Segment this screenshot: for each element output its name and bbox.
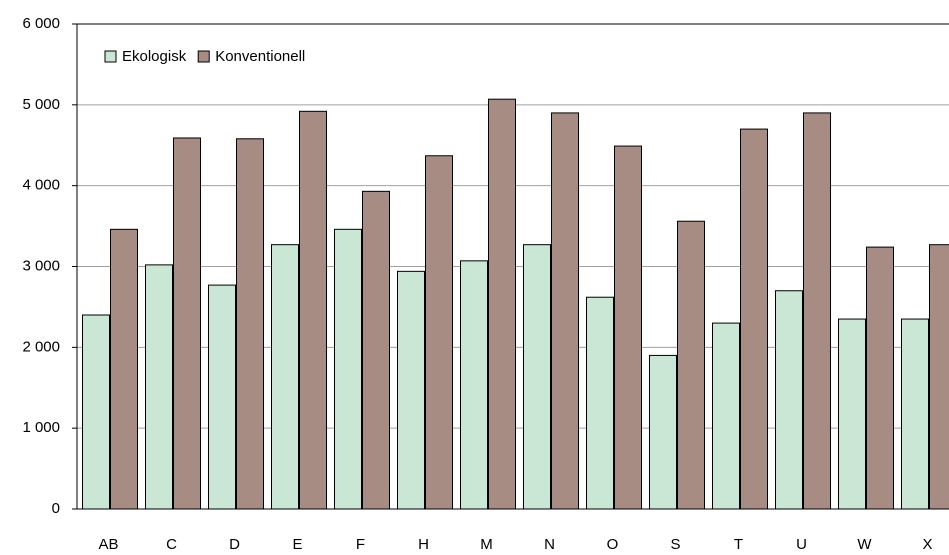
bar (173, 137, 201, 510)
y-tick-label: 3 000 (22, 257, 60, 274)
bar (236, 138, 264, 510)
x-tick-label: S (670, 536, 680, 553)
bar (208, 284, 236, 510)
bar (82, 314, 110, 510)
bar (425, 155, 453, 510)
bar (866, 246, 894, 510)
bar (110, 228, 138, 510)
x-tick-label: O (607, 536, 619, 553)
bar (649, 354, 677, 510)
bar (299, 110, 327, 510)
bar (362, 190, 390, 510)
bar (271, 244, 299, 510)
bar (460, 260, 488, 510)
bar (586, 296, 614, 510)
y-tick-label: 5 000 (22, 96, 60, 113)
bar (334, 228, 362, 510)
x-tick-label: M (480, 536, 493, 553)
legend-label: Konventionell (215, 48, 305, 65)
x-tick-label: E (292, 536, 302, 553)
x-tick-label: C (166, 536, 177, 553)
bar (901, 318, 929, 510)
legend-swatch (197, 50, 210, 63)
bar (712, 322, 740, 510)
y-tick-label: 1 000 (22, 419, 60, 436)
x-tick-label: U (796, 536, 807, 553)
bar (838, 318, 866, 510)
y-tick-label: 6 000 (22, 15, 60, 32)
y-tick-label: 0 (52, 500, 60, 517)
bar (803, 112, 831, 510)
bar (614, 145, 642, 510)
y-tick-label: 2 000 (22, 338, 60, 355)
x-tick-label: H (418, 536, 429, 553)
legend-label: Ekologisk (122, 48, 187, 65)
bar (929, 244, 949, 510)
bar (523, 244, 551, 510)
bar (740, 128, 768, 510)
x-tick-label: X (922, 536, 932, 553)
legend-swatch (104, 50, 117, 63)
bar (145, 264, 173, 510)
bar (488, 98, 516, 510)
x-tick-label: F (356, 536, 365, 553)
x-tick-label: N (544, 536, 555, 553)
x-tick-label: T (734, 536, 743, 553)
x-tick-label: W (857, 536, 872, 553)
bar (551, 112, 579, 510)
bar (397, 270, 425, 510)
bar (775, 290, 803, 510)
x-tick-label: D (229, 536, 240, 553)
y-tick-label: 4 000 (22, 177, 60, 194)
bar (677, 220, 705, 510)
x-tick-label: AB (98, 536, 118, 553)
